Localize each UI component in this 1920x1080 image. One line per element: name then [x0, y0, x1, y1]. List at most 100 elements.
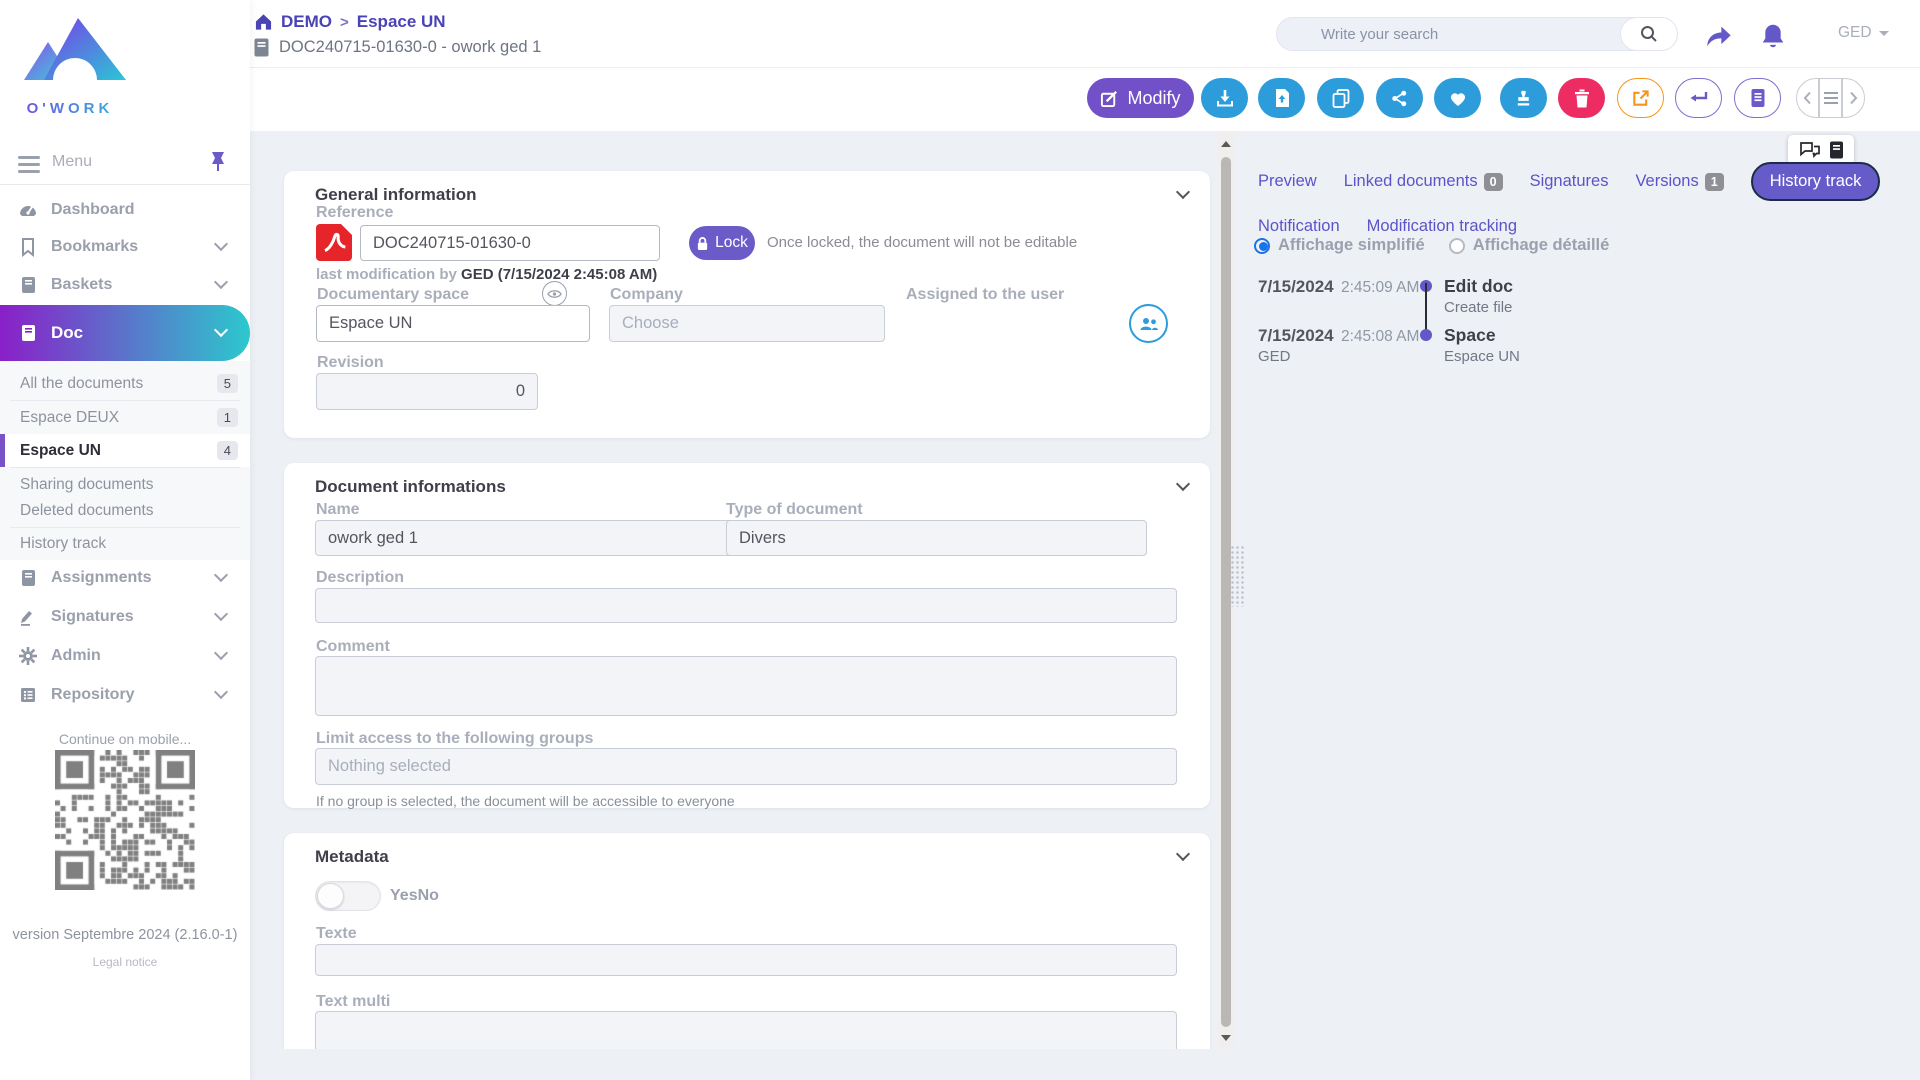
timeline-action: Space: [1444, 325, 1496, 345]
documentary-space-label: Documentary space: [317, 286, 470, 303]
tab-modification-tracking[interactable]: Modification tracking: [1367, 217, 1517, 236]
sidebar-subitem-espace-deux[interactable]: Espace DEUX 1: [0, 401, 250, 434]
breadcrumb-home[interactable]: DEMO: [281, 12, 332, 31]
sidebar-subitem-deleted-documents[interactable]: Deleted documents: [0, 494, 250, 527]
sidebar-item-repository[interactable]: Repository: [0, 676, 250, 714]
scrollbar-thumb[interactable]: [1221, 157, 1231, 1027]
sidebar-subitem-espace-un[interactable]: Espace UN 4: [0, 434, 250, 467]
company-input[interactable]: [609, 305, 885, 342]
reference-input[interactable]: [360, 225, 660, 261]
scroll-down-arrow[interactable]: [1221, 1035, 1231, 1041]
description-input[interactable]: [315, 588, 1177, 623]
tab-notification[interactable]: Notification: [1258, 217, 1340, 236]
pin-icon[interactable]: [208, 151, 228, 173]
sidebar-item-baskets[interactable]: Baskets: [0, 266, 250, 304]
chevron-down-icon: [213, 684, 229, 700]
display-mode-radios: Affichage simplifié Affichage détaillé: [1254, 236, 1609, 255]
bell-icon: [1762, 24, 1784, 48]
hamburger-icon[interactable]: [18, 152, 40, 177]
vertical-scrollbar[interactable]: [1218, 131, 1234, 1049]
open-external-button[interactable]: [1617, 78, 1664, 118]
name-input[interactable]: [315, 520, 738, 556]
pagination-group: [1796, 78, 1865, 118]
radio-affichage-simplifie[interactable]: [1254, 237, 1270, 254]
sidebar-subitem-sharing-documents[interactable]: Sharing documents: [0, 468, 250, 501]
type-input[interactable]: [726, 520, 1147, 556]
dashboard-icon: [20, 206, 36, 216]
tab-preview[interactable]: Preview: [1258, 172, 1317, 191]
page-icon: [1751, 89, 1764, 107]
journal-icon[interactable]: [1829, 141, 1844, 159]
sidebar-subitem-all-documents[interactable]: All the documents 5: [0, 367, 250, 400]
copy-button[interactable]: [1317, 78, 1364, 118]
scroll-up-arrow[interactable]: [1221, 141, 1231, 147]
sidebar-item-doc-active[interactable]: Doc: [0, 305, 250, 361]
tab-versions[interactable]: Versions 1: [1635, 172, 1724, 191]
document-tabs-panel: Preview Linked documents 0 Signatures Ver…: [1244, 131, 1920, 1049]
user-menu[interactable]: GED: [1838, 24, 1889, 42]
sidebar-item-signatures[interactable]: Signatures: [0, 598, 250, 636]
sidebar-item-admin[interactable]: Admin: [0, 637, 250, 675]
document-title-row: DOC240715-01630-0 - owork ged 1: [254, 38, 541, 57]
yesno-toggle[interactable]: [315, 881, 381, 911]
download-icon: [1216, 90, 1233, 107]
comment-label: Comment: [316, 638, 390, 655]
timeline-author: GED: [1258, 348, 1291, 365]
modify-button[interactable]: Modify: [1087, 78, 1194, 118]
delete-button[interactable]: [1558, 78, 1605, 118]
collapse-chevron-icon[interactable]: [1175, 476, 1191, 492]
breadcrumb: DEMO > Espace UN: [254, 12, 446, 32]
chevron-left-icon: [1803, 91, 1811, 105]
subitem-label: Sharing documents: [20, 475, 154, 493]
panel-resize-handle[interactable]: [1230, 545, 1244, 607]
forward-button[interactable]: [1702, 22, 1736, 50]
groups-input[interactable]: [315, 748, 1177, 785]
legal-notice-link[interactable]: Legal notice: [92, 955, 158, 969]
notifications-button[interactable]: [1756, 22, 1790, 50]
revision-input[interactable]: [316, 373, 538, 410]
documentary-space-input[interactable]: [316, 305, 590, 342]
favorite-button[interactable]: [1434, 78, 1481, 118]
download-button[interactable]: [1201, 78, 1248, 118]
list-view-button[interactable]: [1819, 78, 1842, 118]
file-upload-icon: [1275, 89, 1289, 107]
lock-button[interactable]: Lock: [689, 226, 755, 260]
stamp-icon: [1517, 90, 1530, 106]
sidebar-item-label: Doc: [51, 323, 84, 342]
tab-signatures[interactable]: Signatures: [1530, 172, 1609, 191]
tab-history-track[interactable]: History track: [1750, 162, 1881, 201]
texte-input[interactable]: [315, 944, 1177, 976]
search-button[interactable]: [1620, 17, 1678, 51]
share-nodes-icon: [1392, 90, 1407, 106]
comment-textarea[interactable]: [315, 656, 1177, 716]
previous-button[interactable]: [1796, 78, 1819, 118]
menu-label: Menu: [52, 153, 93, 170]
collapse-chevron-icon[interactable]: [1175, 846, 1191, 862]
chat-icon[interactable]: [1799, 141, 1821, 159]
sidebar-item-label: Repository: [51, 686, 135, 703]
sidebar-subitem-history-track[interactable]: History track: [0, 527, 250, 560]
preview-space-button[interactable]: [542, 281, 567, 306]
document-form-area: General information Reference Lock Once …: [250, 131, 1218, 1049]
sidebar-item-assignments[interactable]: Assignments: [0, 559, 250, 597]
breadcrumb-section[interactable]: Espace UN: [356, 12, 446, 31]
home-icon[interactable]: [254, 13, 273, 31]
sidebar-divider: [0, 184, 250, 185]
upload-file-button[interactable]: [1258, 78, 1305, 118]
assign-users-button[interactable]: [1129, 304, 1168, 343]
chevron-down-icon: [213, 606, 229, 622]
lines-icon: [1823, 92, 1838, 104]
text-multi-textarea[interactable]: [315, 1011, 1177, 1049]
sidebar-item-bookmarks[interactable]: Bookmarks: [0, 228, 250, 266]
stamp-button[interactable]: [1500, 78, 1547, 118]
next-button[interactable]: [1842, 78, 1865, 118]
tab-linked-documents[interactable]: Linked documents 0: [1344, 172, 1503, 191]
return-button[interactable]: [1675, 78, 1722, 118]
document-view-button[interactable]: [1734, 78, 1781, 118]
share-button[interactable]: [1376, 78, 1423, 118]
radio-affichage-detaille[interactable]: [1448, 237, 1465, 254]
search-input[interactable]: [1321, 18, 1621, 50]
timeline-date: 7/15/2024: [1258, 277, 1334, 296]
sidebar-item-dashboard[interactable]: Dashboard: [0, 191, 250, 229]
collapse-chevron-icon[interactable]: [1175, 184, 1191, 200]
